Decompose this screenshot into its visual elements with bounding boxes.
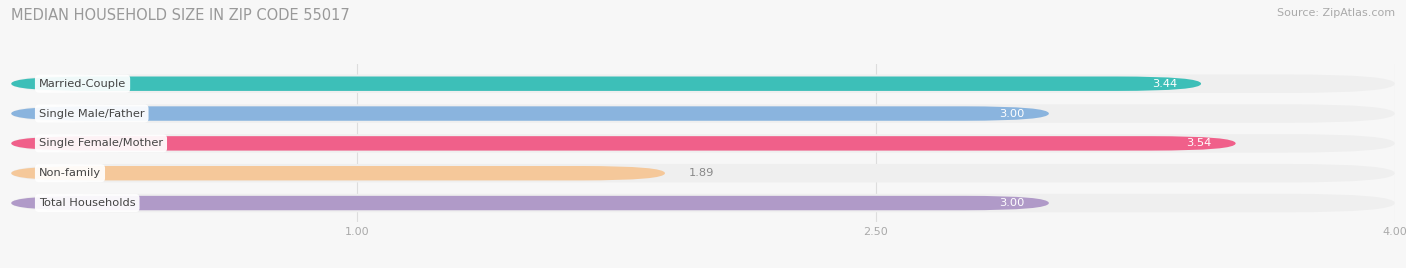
FancyBboxPatch shape [11,196,1049,210]
FancyBboxPatch shape [11,194,1395,212]
Text: 3.00: 3.00 [1000,198,1025,208]
FancyBboxPatch shape [11,134,1395,153]
Text: Total Households: Total Households [39,198,135,208]
Text: Single Male/Father: Single Male/Father [39,109,145,118]
Text: MEDIAN HOUSEHOLD SIZE IN ZIP CODE 55017: MEDIAN HOUSEHOLD SIZE IN ZIP CODE 55017 [11,8,350,23]
Text: Source: ZipAtlas.com: Source: ZipAtlas.com [1277,8,1395,18]
Text: Non-family: Non-family [39,168,101,178]
FancyBboxPatch shape [11,164,1395,183]
Text: 3.54: 3.54 [1187,138,1212,148]
FancyBboxPatch shape [11,104,1395,123]
FancyBboxPatch shape [11,166,665,180]
FancyBboxPatch shape [11,76,1201,91]
FancyBboxPatch shape [11,106,1049,121]
FancyBboxPatch shape [11,75,1395,93]
Text: Married-Couple: Married-Couple [39,79,127,89]
Text: 3.00: 3.00 [1000,109,1025,118]
Text: Single Female/Mother: Single Female/Mother [39,138,163,148]
FancyBboxPatch shape [11,136,1236,151]
Text: 3.44: 3.44 [1152,79,1177,89]
Text: 1.89: 1.89 [689,168,714,178]
